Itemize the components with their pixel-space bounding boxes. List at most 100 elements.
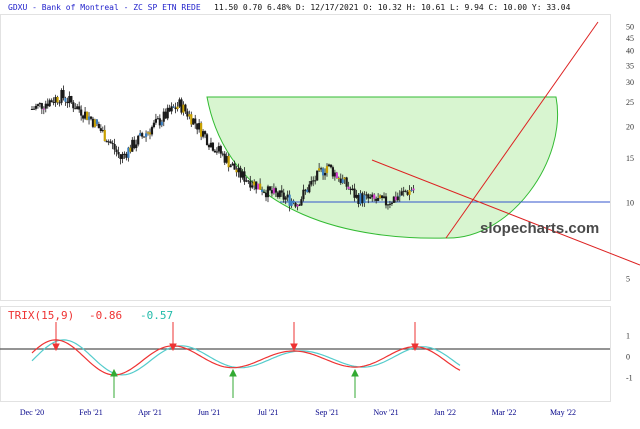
candle-body <box>178 99 181 107</box>
candle-body <box>111 143 114 145</box>
candle-body <box>141 133 144 137</box>
candle-body <box>312 180 315 182</box>
candle-body <box>188 114 191 117</box>
candle-body <box>390 202 393 204</box>
trix-line <box>31 339 461 376</box>
candle-body <box>129 147 132 152</box>
candle-body <box>48 100 51 107</box>
candle-body <box>375 198 378 201</box>
x-tick-label: Nov '21 <box>373 408 398 417</box>
candle-body <box>259 183 262 190</box>
buy-signal-arrow <box>110 368 118 398</box>
candle-body <box>329 164 333 168</box>
x-tick-label: Jan '22 <box>434 408 456 417</box>
candle-body <box>99 128 102 131</box>
candle-body <box>105 141 108 143</box>
candle-body <box>302 189 305 200</box>
candle-body <box>398 195 401 197</box>
indicator-panel-frame <box>0 306 611 402</box>
candle-body <box>280 190 283 193</box>
trix-y-axis: 1 0 -1 <box>626 331 633 382</box>
candle-body <box>91 118 95 127</box>
candle-body <box>121 153 124 159</box>
candle-body <box>365 194 368 196</box>
candle-body <box>296 204 299 207</box>
candle-body <box>371 194 374 198</box>
candle-body <box>255 181 258 190</box>
trix-signal-value: -0.57 <box>140 309 173 322</box>
candle-body <box>345 177 348 187</box>
candle-body <box>221 153 224 155</box>
ascending-trendline <box>445 21 599 239</box>
candle-body <box>284 197 287 200</box>
candle-body <box>408 189 411 195</box>
price-y-tick-label: 50 <box>626 22 634 31</box>
candle-body <box>186 111 189 117</box>
candle-body <box>172 106 175 108</box>
candle-body <box>32 108 36 110</box>
candle-body <box>127 147 130 158</box>
candle-body <box>194 118 197 124</box>
candle-body <box>166 107 169 119</box>
candle-body <box>237 167 240 173</box>
candle-body <box>34 105 38 109</box>
candle-body <box>137 135 140 145</box>
candle-body <box>323 172 327 176</box>
candle-body <box>78 106 81 110</box>
x-tick-label: Jul '21 <box>258 408 279 417</box>
candle-body <box>168 107 171 112</box>
candle-body <box>109 141 112 144</box>
price-y-tick-label: 20 <box>626 123 634 132</box>
candle-body <box>64 98 67 102</box>
candle-body <box>300 199 303 206</box>
price-panel-frame <box>0 14 611 301</box>
candle-body <box>402 190 405 192</box>
candle-body <box>294 202 297 207</box>
ticker-title: GDXU - Bank of Montreal - ZC SP ETN REDE <box>8 3 201 12</box>
candle-body <box>325 166 329 173</box>
sell-signal-arrow <box>169 322 177 352</box>
candle-body <box>314 180 317 182</box>
candle-body <box>335 172 338 178</box>
candle-body <box>379 195 382 199</box>
price-y-tick-label: 10 <box>626 199 634 208</box>
price-y-tick-label: 25 <box>626 98 634 107</box>
candle-body <box>133 139 136 149</box>
candle-body <box>50 100 53 103</box>
trix-signal-line <box>31 339 461 376</box>
x-tick-label: Dec '20 <box>20 408 44 417</box>
candle-body <box>82 115 85 119</box>
candle-body <box>44 103 47 109</box>
candle-body <box>227 155 230 168</box>
candle-body <box>257 183 260 190</box>
candle-body <box>392 196 395 203</box>
candle-body <box>68 96 71 104</box>
candle-body <box>266 186 270 198</box>
candle-body <box>84 111 87 119</box>
candle-body <box>229 165 232 168</box>
price-y-tick-label: 45 <box>626 34 634 43</box>
candle-body <box>95 119 98 124</box>
candle-body <box>270 190 274 194</box>
x-tick-label: Sep '21 <box>315 408 338 417</box>
descending-trendline <box>371 159 640 266</box>
candle-body <box>103 130 106 142</box>
candle-body <box>190 114 193 125</box>
candle-body <box>339 178 342 183</box>
candle-body <box>170 106 173 112</box>
candle-body <box>388 203 392 205</box>
candle-body <box>164 111 167 119</box>
candle-body <box>278 190 281 197</box>
candle-body <box>253 181 256 186</box>
candle-body <box>380 195 384 199</box>
candle-body <box>215 151 218 153</box>
x-tick-label: Feb '21 <box>79 408 102 417</box>
candlestick-series <box>30 85 415 212</box>
x-axis: Dec '20 Feb '21 Apr '21 Jun '21 Jul '21 Sep '… <box>20 408 576 417</box>
buy-signal-arrow <box>229 368 237 398</box>
candle-body <box>66 101 69 104</box>
candle-body <box>176 106 179 110</box>
candle-body <box>76 106 79 110</box>
candle-body <box>382 196 386 199</box>
